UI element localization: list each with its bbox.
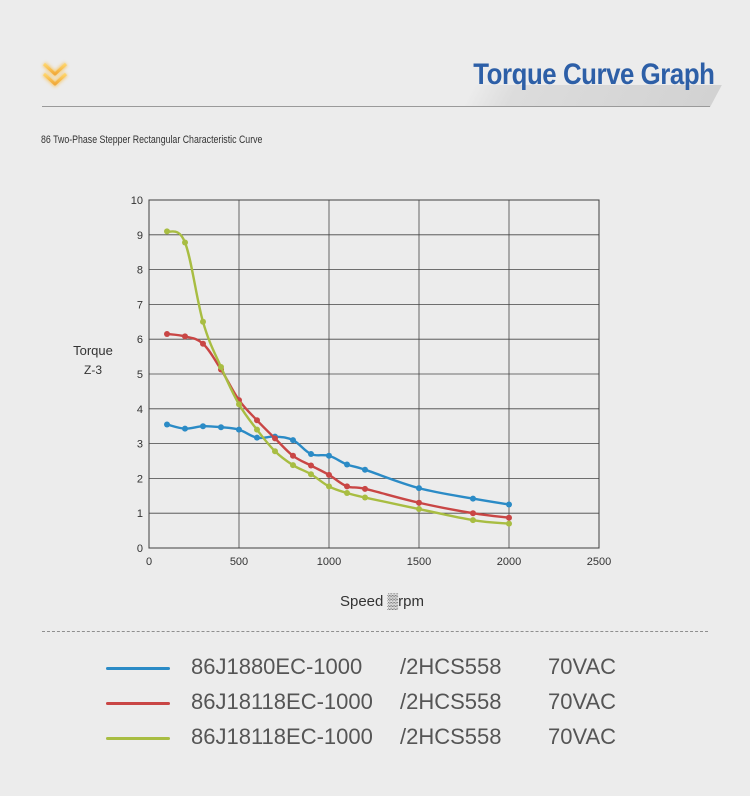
- data-point-series-2: [290, 452, 296, 459]
- x-tick-label: 1000: [317, 556, 341, 568]
- data-point-series-1: [164, 421, 170, 428]
- data-point-series-3: [218, 364, 224, 371]
- legend-model: 86J18118EC-1000: [191, 724, 373, 749]
- data-point-series-2: [308, 462, 314, 469]
- y-tick-label: 0: [137, 543, 143, 555]
- data-point-series-3: [236, 401, 242, 408]
- data-point-series-1: [290, 437, 296, 444]
- data-point-series-3: [362, 494, 368, 501]
- data-point-series-3: [506, 520, 512, 527]
- data-point-series-2: [416, 499, 422, 506]
- y-tick-label: 9: [137, 230, 143, 242]
- data-point-series-2: [506, 514, 512, 521]
- y-tick-label: 8: [137, 265, 143, 277]
- data-point-series-3: [182, 239, 188, 246]
- data-point-series-1: [416, 485, 422, 492]
- data-point-series-1: [218, 424, 224, 431]
- data-point-series-3: [416, 506, 422, 513]
- data-point-series-1: [254, 434, 260, 441]
- x-tick-label: 500: [230, 556, 248, 568]
- data-point-series-2: [470, 510, 476, 517]
- legend-driver: /2HCS558: [400, 689, 502, 714]
- data-point-series-3: [326, 483, 332, 490]
- data-point-series-3: [164, 228, 170, 235]
- data-point-series-1: [236, 426, 242, 433]
- page-title: Torque Curve Graph: [472, 58, 715, 91]
- y-tick-label: 1: [137, 508, 143, 520]
- legend-volt: 70VAC: [548, 724, 617, 749]
- data-point-series-1: [344, 461, 350, 468]
- legend-item: 86J18118EC-1000/2HCS558 70VAC: [0, 720, 750, 754]
- x-tick-label: 2000: [497, 556, 521, 568]
- data-point-series-1: [326, 452, 332, 459]
- chart-subtitle: 86 Two-Phase Stepper Rectangular Charact…: [41, 134, 263, 146]
- y-tick-label: 7: [137, 299, 143, 311]
- legend-driver: /2HCS558: [400, 654, 502, 679]
- data-point-series-1: [200, 423, 206, 430]
- y-axis-unit: Z-3: [84, 363, 102, 377]
- data-point-series-1: [506, 501, 512, 508]
- x-tick-label: 2500: [587, 556, 611, 568]
- data-point-series-2: [362, 485, 368, 492]
- data-point-series-2: [164, 330, 170, 337]
- legend-driver: /2HCS558: [400, 724, 502, 749]
- data-point-series-2: [254, 417, 260, 424]
- data-point-series-1: [182, 425, 188, 432]
- legend-item: 86J1880EC-1000/2HCS558 70VAC: [0, 650, 750, 684]
- data-point-series-3: [344, 490, 350, 497]
- data-point-series-3: [470, 517, 476, 524]
- data-point-series-3: [254, 426, 260, 433]
- data-point-series-2: [182, 333, 188, 340]
- y-axis-label: Torque: [73, 343, 113, 358]
- data-point-series-2: [200, 340, 206, 347]
- header-divider: [42, 106, 710, 107]
- data-point-series-2: [326, 471, 332, 478]
- torque-curve-chart: 0 1 2 3 4 5 6 7 8 9 10 0 500 1000 1500 2000 2500 Torque Z-…: [73, 195, 611, 610]
- y-tick-label: 10: [131, 195, 143, 207]
- legend-model: 86J1880EC-1000: [191, 654, 363, 679]
- x-tick-label: 0: [146, 556, 152, 568]
- data-point-series-1: [308, 451, 314, 458]
- data-point-series-2: [344, 483, 350, 490]
- x-tick-label: 1500: [407, 556, 431, 568]
- y-tick-label: 4: [137, 404, 143, 416]
- data-point-series-3: [200, 318, 206, 325]
- legend-model: 86J18118EC-1000: [191, 689, 373, 714]
- dashed-divider: [42, 631, 708, 632]
- x-axis-label: Speed ▒rpm: [340, 593, 424, 610]
- legend-item: 86J18118EC-1000/2HCS558 70VAC: [0, 685, 750, 719]
- data-point-series-1: [362, 466, 368, 473]
- legend-swatch: [106, 737, 170, 740]
- y-tick-label: 5: [137, 369, 143, 381]
- data-point-series-3: [308, 471, 314, 478]
- legend-volt: 70VAC: [548, 654, 617, 679]
- series-line-1: [165, 423, 511, 506]
- y-tick-label: 3: [137, 439, 143, 451]
- data-point-series-3: [272, 448, 278, 455]
- data-point-series-3: [290, 462, 296, 469]
- legend-volt: 70VAC: [548, 689, 617, 714]
- y-tick-label: 2: [137, 473, 143, 485]
- double-chevron-down-icon: [42, 62, 68, 88]
- data-point-series-1: [470, 495, 476, 502]
- data-point-series-2: [272, 435, 278, 442]
- legend-swatch: [106, 702, 170, 705]
- y-tick-label: 6: [137, 334, 143, 346]
- legend-swatch: [106, 667, 170, 670]
